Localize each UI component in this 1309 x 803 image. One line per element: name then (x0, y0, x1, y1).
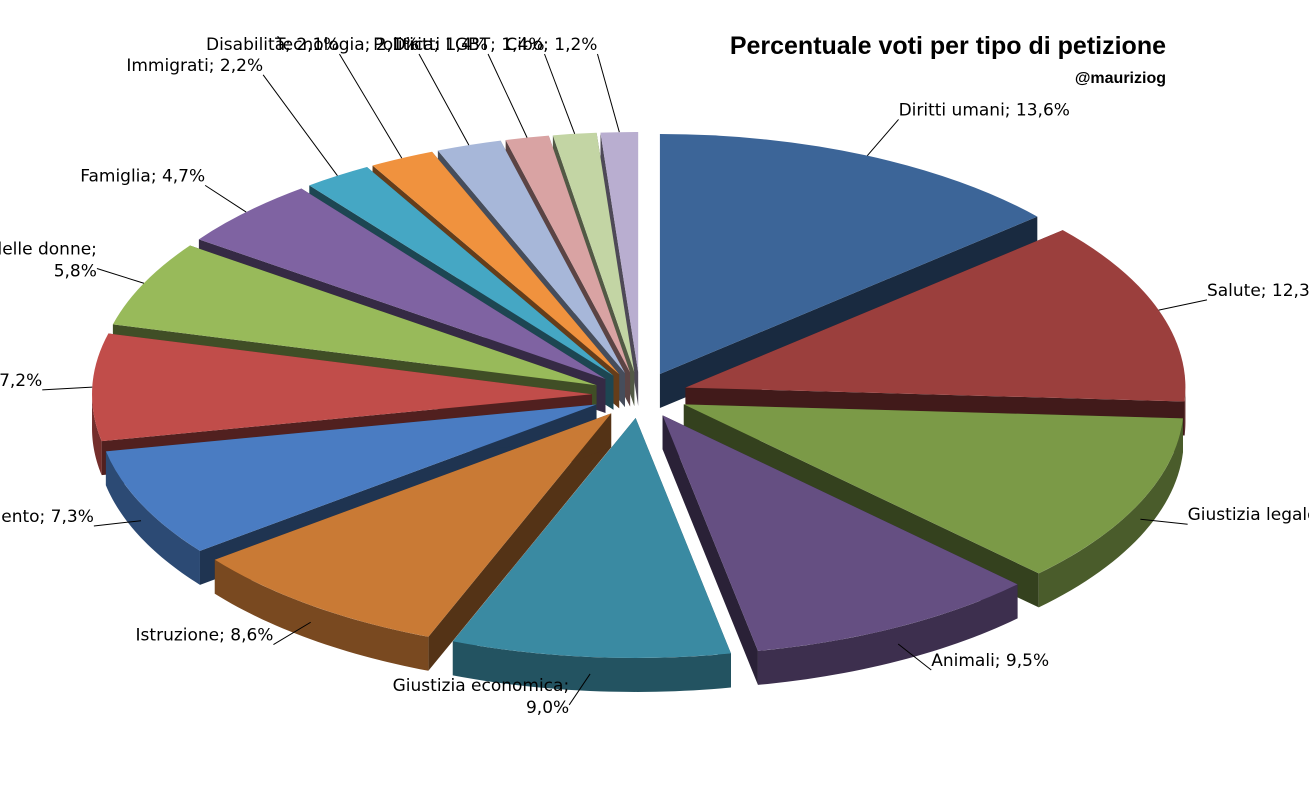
slice-rim (214, 559, 429, 671)
slice-label-giustizia-legale: Giustizia legale; 11,5% (1188, 505, 1309, 525)
leader-line (544, 53, 576, 135)
slice-top (600, 131, 639, 372)
slice-label-intrattenimento: Intrattenimento; 7,3% (0, 507, 94, 527)
slice-label-famiglia: Famiglia; 4,7% (80, 166, 205, 186)
slice-top (309, 167, 614, 376)
pie-slice-giustizia-economica (452, 417, 731, 692)
slice-top (552, 132, 635, 373)
leader-line (1158, 299, 1208, 311)
leader-line (568, 673, 591, 706)
slice-top (505, 135, 631, 373)
slice-label-diritti-delle-donne: Diritti delle donne;5,8% (0, 240, 97, 282)
leader-line (866, 119, 899, 156)
leader-line (418, 53, 470, 146)
slice-label-diritti-umani: Diritti umani; 13,6% (899, 100, 1070, 120)
slice-label-tecnologia: Tecnologia; 2,1% (274, 35, 419, 55)
leader-line (93, 520, 142, 527)
leader-line (96, 268, 145, 284)
leader-line (262, 74, 338, 176)
slice-top (198, 188, 606, 379)
slice-top (92, 333, 593, 442)
slice-rim (92, 394, 102, 476)
slice-rim (452, 641, 731, 692)
slice-top (105, 404, 597, 551)
leader-line (204, 184, 247, 213)
slice-rim (1184, 387, 1186, 436)
slice-label-istruzione: Istruzione; 8,6% (136, 626, 274, 646)
slice-top (437, 140, 626, 374)
slice-label-immigrati: Immigrati; 2,2% (126, 56, 263, 76)
slice-top (683, 404, 1183, 574)
slice-label-diritti-lgbt: Diritti LGBT; 1,4% (393, 35, 545, 55)
slice-label-politica: Politica; 1,4% (373, 35, 488, 55)
pie-labels: Diritti umani; 13,6% Salute; 12,3% Giustiz… (0, 35, 1309, 718)
slice-top (452, 417, 731, 658)
slice-top (372, 151, 620, 375)
slice-label-disabilita: Disabilità; 2,1% (206, 35, 339, 55)
slice-rim (1038, 418, 1183, 608)
chart-subtitle: @mauriziog (1075, 70, 1166, 87)
leader-line (273, 621, 311, 645)
leader-line (1140, 518, 1188, 525)
slice-label-giustizia-economica: Giustizia economica; 9,0% (393, 676, 570, 718)
slice-top (214, 413, 612, 637)
pie-slice-animali (662, 415, 1018, 685)
slice-wall (662, 415, 758, 685)
slice-top (112, 245, 597, 386)
leader-line (596, 53, 620, 133)
slice-label-ambiente: Ambiente; 7,2% (0, 371, 42, 391)
slice-rim (757, 584, 1018, 685)
chart-title: Percentuale voti per tipo di petizione (730, 32, 1166, 60)
slice-wall (428, 413, 612, 671)
slice-label-salute: Salute; 12,3% (1207, 281, 1309, 301)
leader-line (42, 386, 93, 391)
slice-rim (105, 451, 200, 585)
slice-top (659, 134, 1038, 375)
pie-slice-istruzione (214, 413, 612, 671)
leader-line (339, 53, 403, 159)
slice-top (685, 230, 1186, 402)
leader-line (897, 643, 932, 671)
leader-line (487, 53, 528, 138)
pie-slices (92, 131, 1186, 692)
slice-top (662, 415, 1018, 651)
slice-label-cibo: Cibo; 1,2% (505, 35, 597, 55)
slice-label-animali: Animali; 9,5% (931, 651, 1049, 671)
